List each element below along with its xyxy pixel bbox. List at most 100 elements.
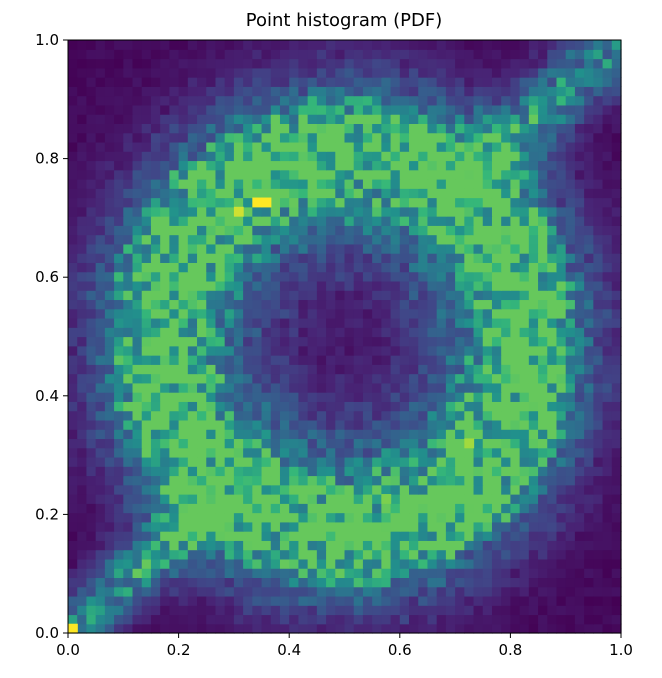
heatmap-cell <box>326 475 336 486</box>
heatmap-cell <box>123 160 134 171</box>
heatmap-cell <box>427 178 438 189</box>
heatmap-cell <box>114 503 124 514</box>
heatmap-cell <box>68 225 78 236</box>
heatmap-cell <box>427 262 438 273</box>
heatmap-cell <box>353 568 364 579</box>
heatmap-cell <box>224 345 235 356</box>
heatmap-cell <box>123 132 134 143</box>
heatmap-cell <box>584 243 594 254</box>
heatmap-cell <box>326 77 336 87</box>
heatmap-cell <box>491 503 502 514</box>
heatmap-cell <box>593 225 604 236</box>
heatmap-cell <box>243 216 253 226</box>
heatmap-cell <box>215 447 226 458</box>
heatmap-cell <box>390 466 401 477</box>
heatmap-cell <box>298 558 309 569</box>
heatmap-cell <box>547 290 558 301</box>
heatmap-cell <box>436 262 447 273</box>
heatmap-cell <box>335 419 346 430</box>
heatmap-cell <box>307 169 318 180</box>
heatmap-cell <box>372 355 382 365</box>
heatmap-cell <box>68 132 78 143</box>
heatmap-cell <box>114 67 124 78</box>
heatmap-cell <box>547 605 558 616</box>
heatmap-cell <box>86 197 97 208</box>
heatmap-cell <box>77 540 88 551</box>
heatmap-cell <box>187 540 198 551</box>
heatmap-cell <box>169 521 180 532</box>
heatmap-cell <box>427 280 438 291</box>
heatmap-cell <box>104 429 115 440</box>
heatmap-cell <box>215 438 226 449</box>
heatmap-cell <box>353 290 364 301</box>
heatmap-cell <box>344 86 355 97</box>
heatmap-cell <box>455 151 465 162</box>
heatmap-cell <box>187 262 198 273</box>
heatmap-cell <box>289 382 300 393</box>
heatmap-cell <box>150 178 161 189</box>
heatmap-cell <box>344 132 355 143</box>
heatmap-cell <box>390 299 401 310</box>
heatmap-cell <box>95 234 106 245</box>
heatmap-cell <box>464 77 475 87</box>
heatmap-cell <box>77 253 88 263</box>
heatmap-cell <box>279 447 290 458</box>
heatmap-cell <box>215 95 226 106</box>
heatmap-cell <box>178 364 189 375</box>
heatmap-cell <box>104 327 115 338</box>
heatmap-cell <box>381 160 392 171</box>
heatmap-cell <box>362 466 373 477</box>
heatmap-cell <box>224 595 235 606</box>
heatmap-cell <box>584 141 594 152</box>
heatmap-cell <box>316 494 327 504</box>
heatmap-cell <box>68 364 78 375</box>
heatmap-cell <box>538 280 548 291</box>
heatmap-cell <box>611 104 622 115</box>
heatmap-cell <box>215 586 226 597</box>
heatmap-cell <box>335 49 346 60</box>
heatmap-cell <box>556 355 567 365</box>
heatmap-cell <box>243 262 253 273</box>
heatmap-cell <box>344 447 355 458</box>
heatmap-cell <box>77 123 88 134</box>
heatmap-cell <box>279 558 290 569</box>
heatmap-cell <box>141 132 152 143</box>
heatmap-cell <box>233 540 244 551</box>
heatmap-cell <box>574 123 585 134</box>
heatmap-cell <box>353 540 364 551</box>
heatmap-cell <box>335 401 346 412</box>
heatmap-cell <box>482 290 493 301</box>
heatmap-cell <box>224 429 235 440</box>
heatmap-cell <box>123 290 134 301</box>
heatmap-cell <box>104 49 115 60</box>
heatmap-cell <box>510 494 521 504</box>
heatmap-cell <box>381 271 392 282</box>
heatmap-cell <box>547 77 558 87</box>
heatmap-cell <box>243 373 253 384</box>
heatmap-cell <box>584 521 594 532</box>
heatmap-cell <box>335 494 346 504</box>
heatmap-cell <box>565 225 576 236</box>
heatmap-cell <box>528 206 539 217</box>
heatmap-cell <box>528 225 539 236</box>
heatmap-cell <box>77 308 88 319</box>
heatmap-cell <box>68 216 78 226</box>
heatmap-cell <box>77 141 88 152</box>
heatmap-cell <box>501 623 511 634</box>
heatmap-cell <box>436 280 447 291</box>
heatmap-cell <box>436 410 447 421</box>
heatmap-cell <box>491 595 502 606</box>
heatmap-cell <box>252 317 263 328</box>
heatmap-cell <box>123 447 134 458</box>
heatmap-cell <box>584 512 594 523</box>
heatmap-cell <box>197 188 207 199</box>
heatmap-cell <box>611 308 622 319</box>
heatmap-cell <box>574 188 585 199</box>
heatmap-cell <box>390 447 401 458</box>
heatmap-cell <box>215 401 226 412</box>
heatmap-cell <box>86 49 97 60</box>
heatmap-cell <box>270 132 281 143</box>
heatmap-cell <box>289 512 300 523</box>
heatmap-cell <box>141 540 152 551</box>
heatmap-cell <box>150 160 161 171</box>
